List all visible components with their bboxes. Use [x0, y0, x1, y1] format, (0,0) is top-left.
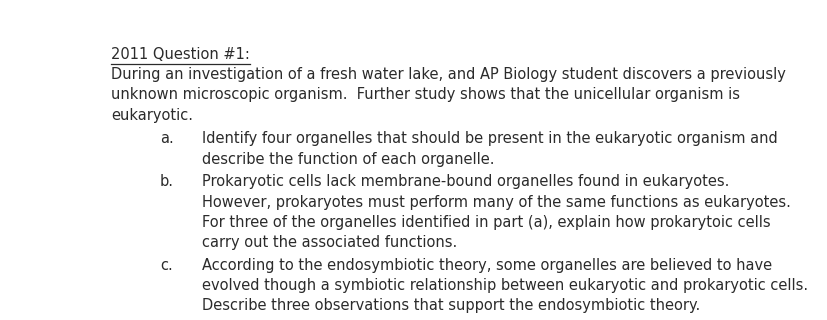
Text: For three of the organelles identified in part (a), explain how prokarytoic cell: For three of the organelles identified i… [202, 215, 769, 230]
Text: a.: a. [160, 132, 174, 147]
Text: According to the endosymbiotic theory, some organelles are believed to have: According to the endosymbiotic theory, s… [202, 258, 771, 273]
Text: carry out the associated functions.: carry out the associated functions. [202, 235, 457, 250]
Text: Describe three observations that support the endosymbiotic theory.: Describe three observations that support… [202, 298, 699, 313]
Text: c.: c. [160, 258, 173, 273]
Text: describe the function of each organelle.: describe the function of each organelle. [202, 152, 494, 167]
Text: Prokaryotic cells lack membrane-bound organelles found in eukaryotes.: Prokaryotic cells lack membrane-bound or… [202, 174, 729, 189]
Text: unknown microscopic organism.  Further study shows that the unicellular organism: unknown microscopic organism. Further st… [111, 87, 739, 102]
Text: 2011 Question #1:: 2011 Question #1: [111, 47, 250, 62]
Text: b.: b. [160, 174, 174, 189]
Text: eukaryotic.: eukaryotic. [111, 108, 193, 123]
Text: However, prokaryotes must perform many of the same functions as eukaryotes.: However, prokaryotes must perform many o… [202, 195, 790, 210]
Text: During an investigation of a fresh water lake, and AP Biology student discovers : During an investigation of a fresh water… [111, 67, 785, 82]
Text: evolved though a symbiotic relationship between eukaryotic and prokaryotic cells: evolved though a symbiotic relationship … [202, 278, 807, 293]
Text: Identify four organelles that should be present in the eukaryotic organism and: Identify four organelles that should be … [202, 132, 777, 147]
